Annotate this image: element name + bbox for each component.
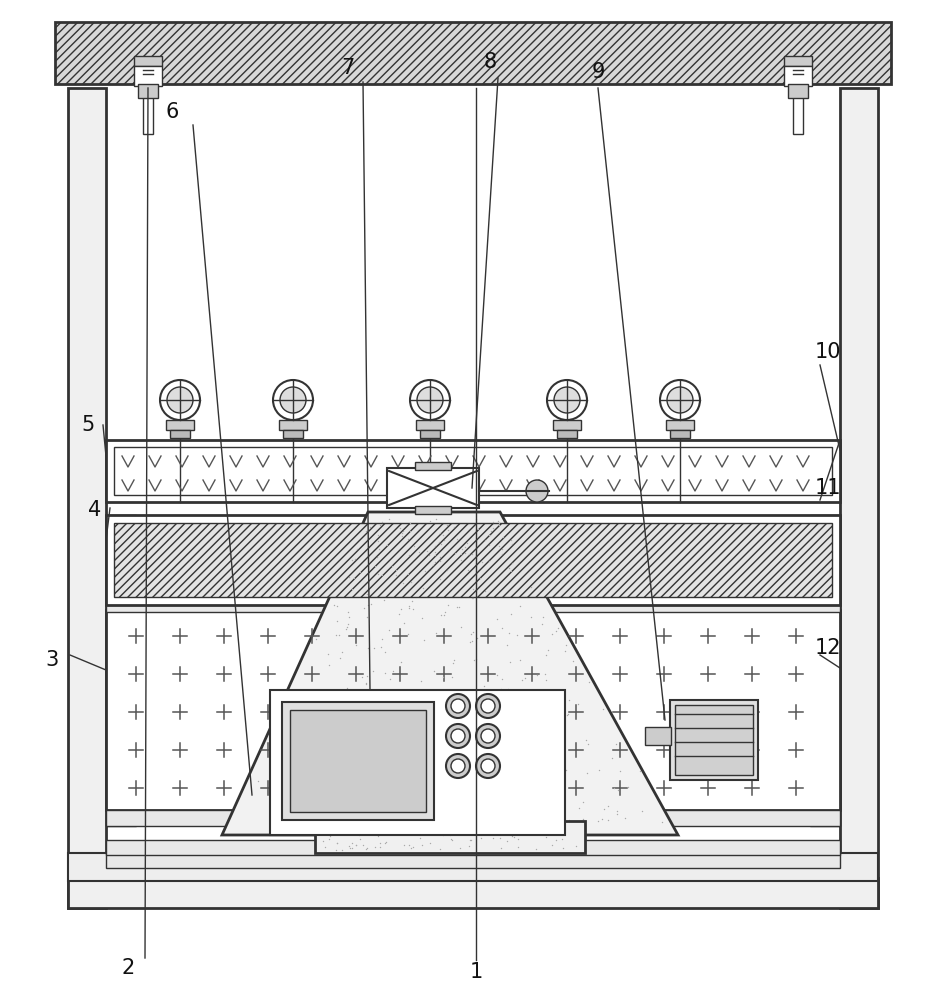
Bar	[420, 430, 440, 438]
Circle shape	[481, 729, 495, 743]
Bar	[415, 506, 451, 514]
Text: 11: 11	[815, 478, 841, 498]
Circle shape	[481, 699, 495, 713]
Text: 4: 4	[88, 500, 101, 520]
Bar	[143, 84, 153, 134]
Bar	[666, 420, 694, 430]
Circle shape	[451, 759, 465, 773]
Circle shape	[280, 387, 306, 413]
Circle shape	[410, 380, 450, 420]
Bar	[421, 468, 445, 512]
Bar	[557, 430, 577, 438]
Bar	[106, 515, 840, 605]
Bar	[68, 853, 878, 881]
Ellipse shape	[319, 694, 371, 766]
Text: 6: 6	[166, 102, 179, 122]
Circle shape	[476, 754, 500, 778]
Circle shape	[160, 380, 200, 420]
Circle shape	[476, 694, 500, 718]
Bar	[138, 84, 158, 98]
Circle shape	[451, 699, 465, 713]
Bar	[106, 840, 840, 855]
Bar	[416, 420, 444, 430]
Circle shape	[446, 724, 470, 748]
Bar	[670, 430, 690, 438]
Circle shape	[451, 729, 465, 743]
Text: 5: 5	[81, 415, 95, 435]
Ellipse shape	[326, 703, 364, 757]
Circle shape	[547, 380, 587, 420]
Circle shape	[526, 480, 548, 502]
Circle shape	[476, 724, 500, 748]
Bar	[106, 810, 840, 826]
Circle shape	[660, 380, 700, 420]
Bar	[793, 84, 803, 134]
Circle shape	[554, 387, 580, 413]
Bar	[279, 420, 307, 430]
Bar	[68, 878, 878, 908]
Circle shape	[446, 694, 470, 718]
Bar	[55, 22, 891, 84]
Bar	[106, 602, 840, 612]
Bar	[170, 430, 190, 438]
Bar	[415, 462, 451, 470]
Bar	[788, 84, 808, 98]
Bar	[283, 430, 303, 438]
Bar	[675, 705, 753, 775]
Text: 2: 2	[121, 958, 134, 978]
Bar	[166, 420, 194, 430]
Text: 3: 3	[45, 650, 59, 670]
Bar	[670, 700, 758, 780]
Text: 10: 10	[815, 342, 841, 362]
Circle shape	[446, 754, 470, 778]
Bar	[315, 821, 585, 853]
Bar	[840, 88, 878, 908]
Text: 8: 8	[483, 52, 497, 72]
Ellipse shape	[429, 694, 481, 766]
Bar	[784, 56, 812, 66]
Bar	[387, 468, 479, 508]
Bar	[114, 447, 832, 495]
Text: 12: 12	[815, 638, 841, 658]
Circle shape	[481, 759, 495, 773]
Bar	[106, 610, 840, 810]
Bar	[784, 66, 812, 86]
Circle shape	[167, 387, 193, 413]
Bar	[390, 800, 520, 822]
Ellipse shape	[436, 703, 474, 757]
Circle shape	[273, 380, 313, 420]
Bar	[106, 440, 840, 502]
Bar	[645, 727, 671, 745]
Text: 7: 7	[342, 58, 355, 78]
Circle shape	[667, 387, 693, 413]
Bar	[810, 515, 840, 826]
Bar	[290, 710, 426, 812]
Text: 1: 1	[469, 962, 482, 982]
Bar	[134, 66, 162, 86]
Text: 9: 9	[591, 62, 604, 82]
Polygon shape	[222, 512, 678, 835]
Circle shape	[417, 387, 443, 413]
Bar	[114, 523, 832, 597]
Bar	[106, 515, 136, 826]
Bar	[553, 420, 581, 430]
Bar	[270, 690, 565, 835]
Bar	[282, 702, 434, 820]
Bar	[68, 88, 106, 908]
Bar	[134, 56, 162, 66]
Bar	[106, 853, 840, 868]
Bar	[106, 440, 840, 605]
